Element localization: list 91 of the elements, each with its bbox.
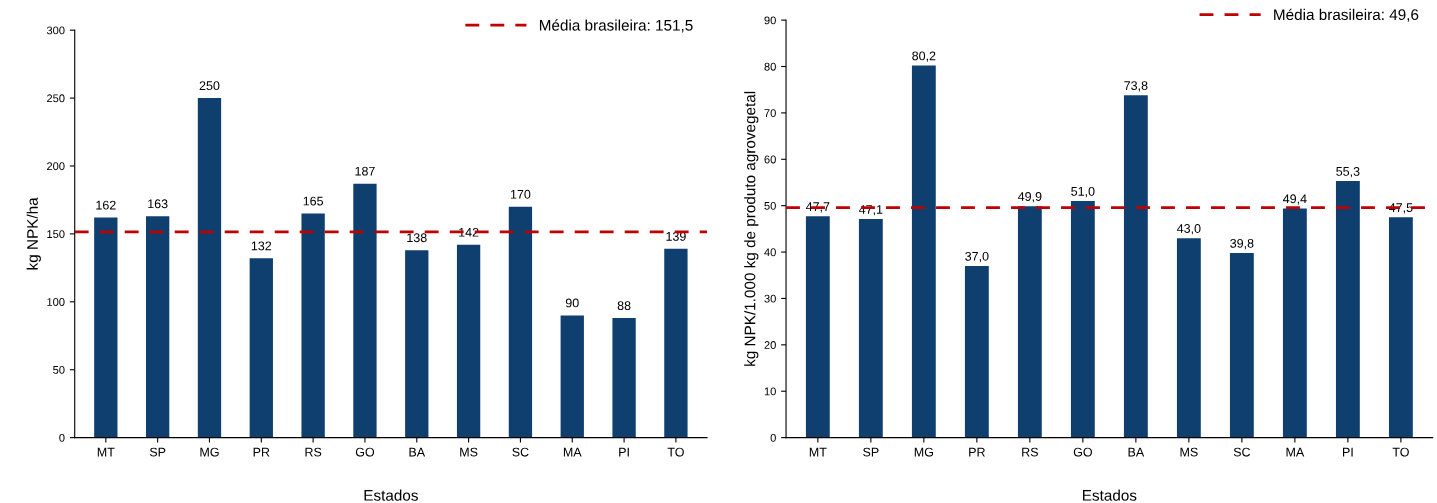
x-tick-label: MA (563, 447, 582, 457)
y-tick-label: 0 (59, 433, 65, 442)
legend-label: Média brasileira: 49,6 (1274, 8, 1419, 22)
y-tick-label: 0 (770, 433, 776, 442)
y-tick-label: 80 (764, 62, 776, 71)
x-tick-label: MT (97, 447, 115, 457)
x-tick-label: BA (1128, 447, 1145, 457)
data-label: 39,8 (1230, 238, 1254, 250)
bar (1335, 181, 1360, 438)
data-label: 80,2 (912, 51, 936, 62)
bar (456, 244, 481, 438)
bar (664, 248, 688, 438)
y-axis-title: kg NPK/ha (26, 197, 41, 270)
x-axis-title: Estados (364, 489, 418, 501)
y-axis-title: kg NPK/1.000 kg de produto agrovegetal (744, 91, 759, 366)
bar (94, 217, 118, 438)
x-tick-label: MS (460, 447, 478, 457)
bar (1070, 201, 1095, 438)
x-tick-label: MS (1180, 447, 1198, 457)
data-label: 163 (148, 199, 168, 209)
y-tick-label: 250 (47, 94, 65, 103)
y-tick-label: 50 (764, 201, 776, 210)
data-label: 187 (355, 166, 375, 176)
x-tick-label: GO (1073, 447, 1092, 457)
y-tick-label: 40 (764, 248, 776, 257)
x-tick-label: MG (914, 447, 933, 457)
bar (405, 250, 429, 438)
data-label: 73,8 (1124, 81, 1148, 92)
bar (1017, 206, 1042, 438)
data-label: 162 (96, 200, 116, 210)
bar (612, 318, 636, 438)
bar (1176, 238, 1201, 438)
x-tick-label: MG (200, 447, 219, 457)
x-tick-label: GO (355, 447, 375, 457)
data-label: 49,9 (1017, 192, 1042, 203)
bar (964, 265, 989, 438)
x-tick-label: SP (149, 447, 166, 457)
data-label: 170 (510, 189, 531, 199)
x-tick-label: TO (1392, 447, 1409, 457)
data-label: 49,4 (1283, 194, 1307, 205)
data-label: 43,0 (1176, 224, 1201, 235)
y-tick-label: 90 (764, 16, 776, 25)
data-label: 90 (565, 298, 579, 308)
data-label: 138 (407, 233, 427, 243)
y-tick-label: 20 (764, 341, 776, 349)
data-label: 165 (303, 196, 324, 206)
y-tick-label: 10 (764, 387, 776, 396)
data-label: 47,7 (805, 202, 830, 213)
bar (301, 213, 325, 438)
data-label: 37,0 (965, 251, 989, 263)
bar (1282, 208, 1307, 438)
x-tick-label: PR (253, 447, 270, 457)
y-tick-label: 50 (53, 365, 65, 374)
x-tick-label: RS (1022, 447, 1038, 457)
x-tick-label: MA (1286, 447, 1305, 457)
data-label: 88 (617, 301, 631, 311)
bar (858, 219, 883, 438)
x-tick-label: PI (1343, 447, 1353, 457)
y-tick-label: 300 (46, 26, 65, 35)
x-tick-label: BA (409, 447, 426, 457)
y-tick-label: 70 (764, 109, 776, 118)
x-axis-title: Estados (1083, 489, 1137, 501)
x-tick-label: SC (512, 447, 529, 457)
legend-label: Média brasileira: 151,5 (539, 19, 693, 33)
y-tick-label: 100 (47, 298, 65, 306)
y-tick-label: 150 (47, 230, 65, 239)
bar (508, 206, 533, 438)
x-tick-label: PI (619, 447, 629, 457)
bar (1123, 95, 1148, 438)
x-tick-label: TO (667, 447, 684, 457)
bar (353, 183, 377, 438)
x-tick-label: RS (305, 447, 322, 457)
bar (911, 65, 936, 438)
bar (560, 315, 584, 438)
y-tick-label: 30 (764, 294, 776, 303)
data-label: 132 (251, 241, 272, 251)
x-tick-label: MT (809, 447, 827, 457)
bar (1229, 252, 1254, 438)
x-tick-label: PR (969, 447, 985, 457)
y-tick-label: 60 (764, 155, 776, 164)
bar (145, 216, 170, 438)
data-label: 250 (199, 81, 220, 91)
bar (1388, 217, 1413, 438)
bar (197, 98, 222, 438)
bar (805, 216, 830, 438)
x-tick-label: SP (863, 447, 879, 457)
data-label: 51,0 (1071, 186, 1095, 198)
bar (249, 258, 273, 438)
x-tick-label: SC (1233, 447, 1251, 457)
y-tick-label: 200 (47, 162, 65, 171)
data-label: 55,3 (1336, 166, 1360, 178)
